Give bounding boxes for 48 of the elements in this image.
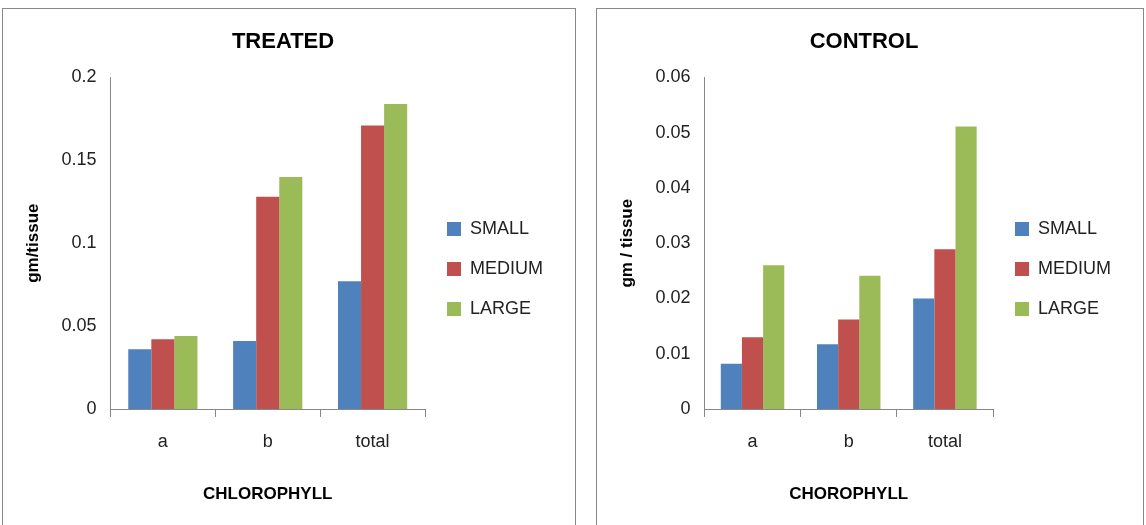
- y-tick-label: 0: [86, 397, 97, 418]
- legend-label: SMALL: [470, 217, 530, 238]
- bar: [337, 281, 362, 409]
- x-tick-label: a: [157, 430, 169, 451]
- y-tick-label: 0.04: [655, 176, 691, 197]
- bar: [151, 339, 175, 409]
- x-tick-label: b: [843, 430, 854, 451]
- y-tick-label: 0.01: [655, 342, 691, 363]
- bar: [913, 298, 935, 409]
- legend-label: MEDIUM: [1038, 257, 1112, 278]
- bar: [256, 196, 280, 409]
- bar: [361, 125, 385, 409]
- chart-title: CONTROL: [809, 28, 919, 54]
- y-tick-label: 0.15: [61, 149, 97, 170]
- y-axis-title: gm / tissue: [616, 198, 636, 288]
- bar: [763, 265, 785, 409]
- bar: [384, 103, 408, 409]
- legend-label: LARGE: [470, 297, 532, 318]
- y-tick-label: 0.05: [655, 121, 691, 142]
- legend-label: LARGE: [1038, 297, 1100, 318]
- x-tick-label: a: [747, 430, 759, 451]
- bar: [720, 363, 742, 409]
- legend-label: SMALL: [1038, 217, 1098, 238]
- y-tick-label: 0.2: [71, 66, 97, 87]
- y-tick-label: 0: [680, 397, 691, 418]
- y-tick-label: 0.1: [71, 232, 97, 253]
- y-axis-title: gm/tissue: [22, 203, 42, 283]
- y-tick-label: 0.03: [655, 232, 691, 253]
- bar: [233, 341, 257, 409]
- bar: [838, 319, 860, 409]
- bar: [934, 249, 956, 409]
- x-tick-label: total: [355, 430, 390, 451]
- bar: [859, 275, 881, 409]
- bar: [816, 344, 839, 409]
- x-tick-label: total: [927, 430, 962, 451]
- bar: [955, 126, 977, 409]
- legend-label: MEDIUM: [470, 257, 544, 278]
- x-axis-title: CHOROPHYLL: [789, 484, 909, 504]
- y-tick-label: 0.06: [655, 66, 691, 87]
- bar: [741, 337, 764, 409]
- x-axis-title: CHLOROPHYLL: [203, 484, 333, 504]
- bar: [128, 349, 152, 409]
- y-tick-label: 0.02: [655, 287, 691, 308]
- bar: [279, 176, 303, 409]
- bar: [174, 336, 198, 409]
- y-tick-label: 0.05: [61, 315, 97, 336]
- x-tick-label: b: [262, 430, 273, 451]
- chart-title: TREATED: [231, 28, 335, 54]
